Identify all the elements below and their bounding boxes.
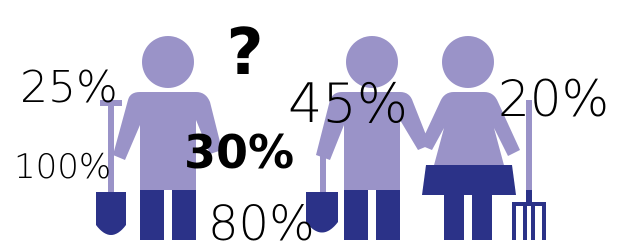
percent-label: 20% <box>498 70 609 128</box>
percent-label: 100% <box>14 147 111 187</box>
infographic: ? 25% 100% 30% 80% 45% 20% <box>0 0 628 243</box>
percent-label: 45% <box>288 72 408 135</box>
percent-label: 80% <box>208 196 315 243</box>
question-mark: ? <box>226 16 263 90</box>
man-figure <box>306 36 430 240</box>
woman-figure <box>420 36 546 240</box>
percent-label: 30% <box>184 125 294 179</box>
percent-label: 25% <box>20 62 118 113</box>
